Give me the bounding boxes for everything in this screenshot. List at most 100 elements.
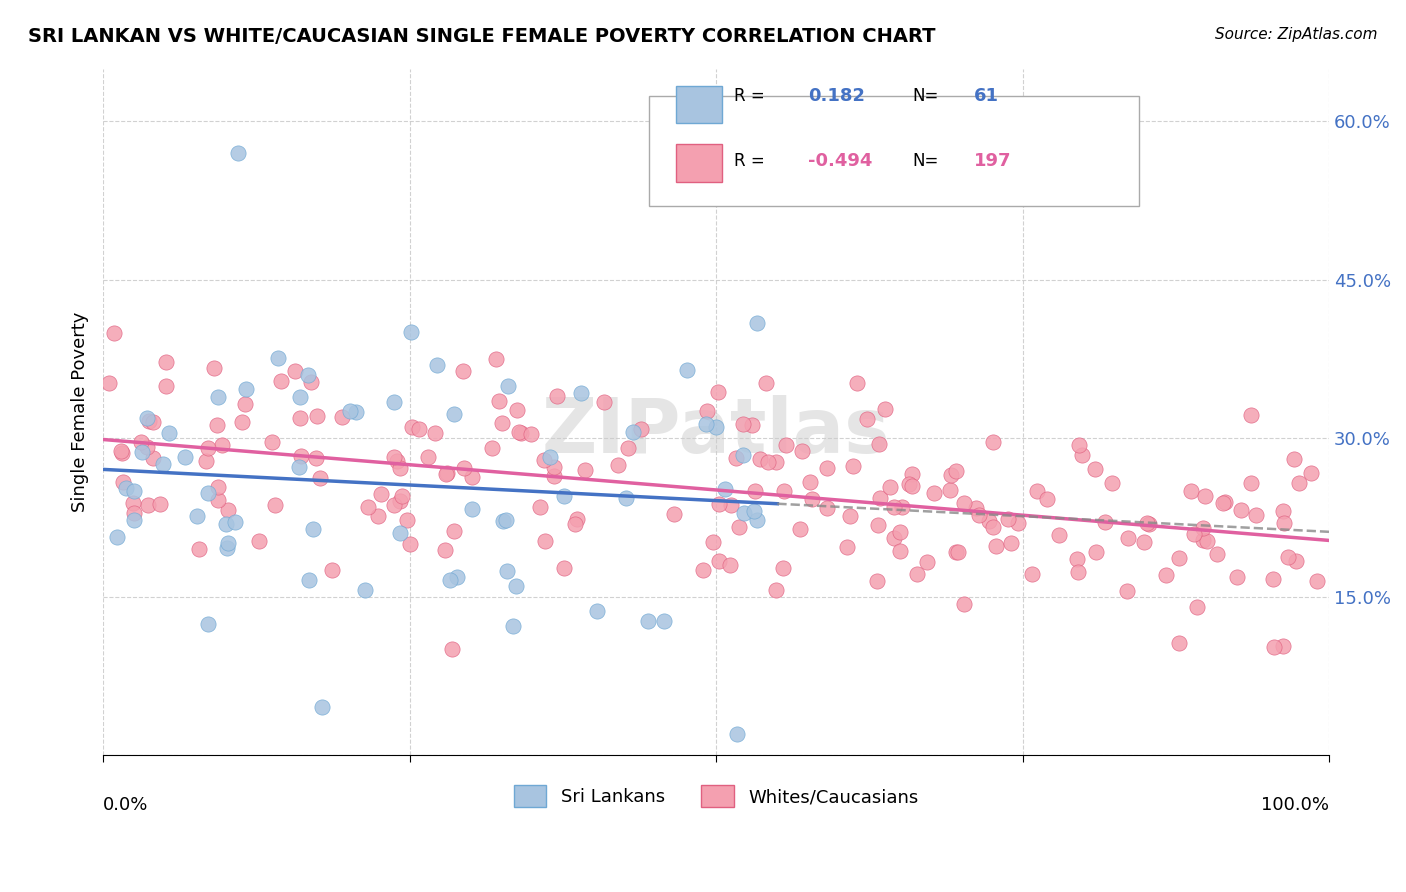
Point bbox=[915, 555, 938, 569]
Point bbox=[399, 325, 422, 339]
Point bbox=[946, 545, 969, 559]
Point bbox=[498, 378, 520, 392]
Point bbox=[817, 461, 839, 475]
Point bbox=[305, 409, 328, 423]
Point bbox=[103, 326, 125, 340]
Text: 100.0%: 100.0% bbox=[1261, 796, 1329, 814]
Point bbox=[1182, 527, 1205, 541]
Point bbox=[1133, 534, 1156, 549]
Point bbox=[461, 501, 484, 516]
Point bbox=[122, 484, 145, 499]
Point bbox=[188, 542, 211, 557]
Point bbox=[873, 401, 896, 416]
Point bbox=[538, 450, 561, 464]
Point bbox=[1205, 547, 1227, 561]
Point bbox=[311, 699, 333, 714]
Point bbox=[1167, 636, 1189, 650]
Point bbox=[1285, 554, 1308, 568]
Point bbox=[1185, 600, 1208, 615]
Point bbox=[901, 479, 924, 493]
Point bbox=[388, 526, 411, 541]
Point bbox=[215, 541, 238, 555]
Point bbox=[485, 352, 508, 367]
Point bbox=[1116, 531, 1139, 545]
Point bbox=[741, 417, 763, 432]
Point bbox=[1135, 516, 1157, 530]
Point bbox=[207, 390, 229, 404]
Point bbox=[510, 425, 533, 440]
Point bbox=[742, 504, 765, 518]
Point bbox=[1192, 520, 1215, 534]
Point bbox=[495, 513, 517, 527]
Point bbox=[136, 440, 159, 454]
Point bbox=[939, 483, 962, 498]
Point bbox=[1284, 451, 1306, 466]
Point bbox=[745, 513, 768, 527]
Point bbox=[799, 475, 821, 490]
Point bbox=[142, 415, 165, 429]
Point bbox=[1263, 640, 1285, 654]
Point bbox=[433, 542, 456, 557]
Point bbox=[197, 617, 219, 632]
Point bbox=[905, 566, 928, 581]
Point bbox=[157, 425, 180, 440]
Point bbox=[111, 446, 134, 460]
Point bbox=[443, 524, 465, 538]
Point bbox=[755, 376, 778, 391]
Point bbox=[284, 364, 307, 378]
Point bbox=[1288, 475, 1310, 490]
Point bbox=[384, 450, 406, 464]
Point bbox=[439, 573, 461, 587]
Point bbox=[443, 407, 465, 421]
Point bbox=[1007, 516, 1029, 530]
Point bbox=[941, 468, 963, 483]
Point bbox=[288, 390, 311, 404]
Point bbox=[772, 483, 794, 498]
Point bbox=[395, 513, 418, 527]
Point bbox=[385, 454, 408, 468]
Point bbox=[614, 491, 637, 505]
Point bbox=[98, 376, 121, 391]
Point bbox=[1101, 475, 1123, 490]
Point bbox=[1194, 489, 1216, 503]
Point bbox=[855, 411, 877, 425]
Point bbox=[756, 455, 779, 469]
Point bbox=[495, 564, 517, 578]
Point bbox=[506, 402, 529, 417]
Point bbox=[953, 495, 976, 509]
Point bbox=[297, 368, 319, 382]
Point bbox=[235, 397, 257, 411]
Point bbox=[148, 497, 170, 511]
Point bbox=[155, 379, 177, 393]
Point bbox=[1195, 533, 1218, 548]
Point bbox=[122, 506, 145, 520]
Point bbox=[1094, 516, 1116, 530]
Point bbox=[207, 480, 229, 494]
Point bbox=[520, 426, 543, 441]
Point bbox=[142, 450, 165, 465]
Point bbox=[1025, 483, 1047, 498]
Point bbox=[1272, 639, 1295, 653]
Point bbox=[889, 544, 911, 558]
Point bbox=[174, 450, 197, 464]
Point bbox=[1192, 533, 1215, 547]
Point bbox=[138, 499, 160, 513]
Point bbox=[564, 516, 586, 531]
Point bbox=[765, 455, 787, 469]
Point bbox=[1212, 496, 1234, 510]
Legend: Sri Lankans, Whites/Caucasians: Sri Lankans, Whites/Caucasians bbox=[506, 778, 925, 814]
Text: N=: N= bbox=[912, 87, 939, 105]
Point bbox=[789, 522, 811, 536]
Point bbox=[1066, 551, 1088, 566]
Point bbox=[426, 358, 449, 372]
Point bbox=[217, 503, 239, 517]
Point bbox=[382, 498, 405, 512]
Point bbox=[299, 376, 322, 390]
Point bbox=[235, 382, 257, 396]
Point bbox=[718, 558, 741, 573]
Point bbox=[441, 642, 464, 657]
Point bbox=[731, 448, 754, 462]
Point bbox=[266, 351, 288, 365]
Point bbox=[630, 422, 652, 436]
Point bbox=[945, 545, 967, 559]
